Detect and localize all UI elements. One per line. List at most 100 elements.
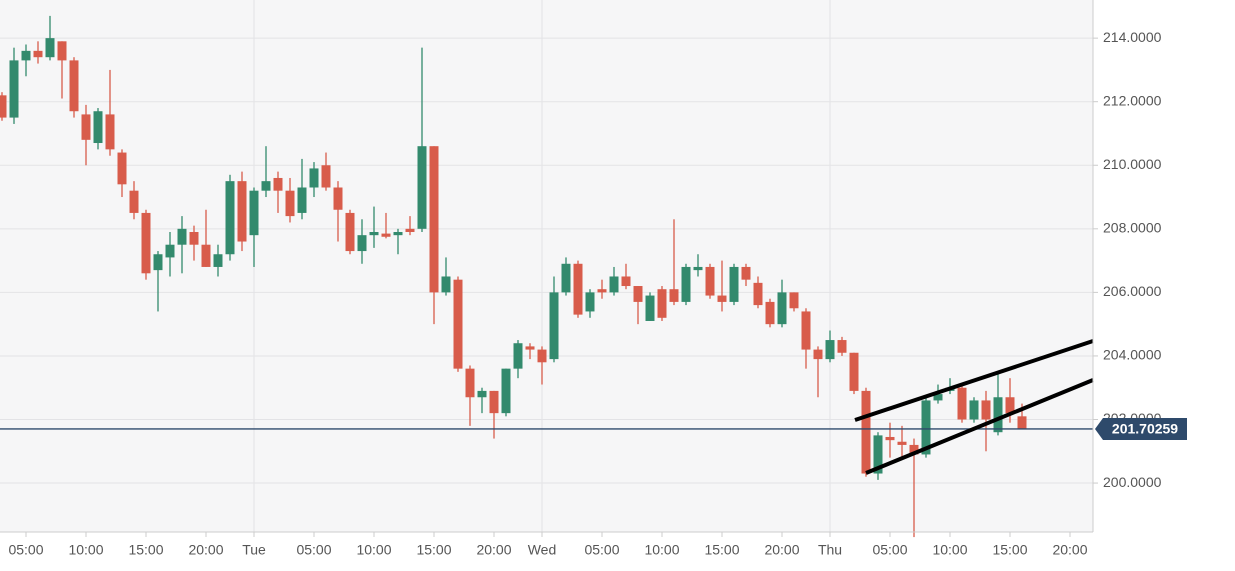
candle-body (9, 60, 19, 118)
candle-body (669, 289, 679, 302)
candle-body (921, 400, 931, 455)
candle-body (861, 390, 871, 474)
candle-body (153, 254, 163, 271)
candle-body (21, 50, 31, 61)
x-tick-label: 10:00 (932, 542, 967, 558)
candle-body (285, 190, 295, 217)
candle-body (981, 400, 991, 420)
candle-body (321, 165, 331, 188)
candle-body (957, 387, 967, 420)
candle-body (885, 436, 895, 441)
candle-body (801, 311, 811, 350)
candle-body (189, 231, 199, 245)
x-tick-label: 20:00 (188, 542, 223, 558)
candle-body (477, 390, 487, 398)
x-tick-label: 05:00 (296, 542, 331, 558)
candles (0, 15, 1093, 538)
candle-body (105, 114, 115, 150)
candle-body (273, 177, 283, 191)
candle-body (453, 279, 463, 369)
candle-body (465, 368, 475, 398)
candle-body (993, 397, 1003, 433)
candle-body (717, 295, 727, 302)
x-tick-label: Wed (528, 542, 557, 558)
candle-body (681, 266, 691, 302)
candle-body (573, 263, 583, 315)
x-tick-label: 20:00 (476, 542, 511, 558)
candle-body (513, 343, 523, 369)
candle-body (765, 301, 775, 325)
x-tick-label: Thu (818, 542, 842, 558)
candle-body (621, 276, 631, 287)
candle-body (825, 340, 835, 360)
candle-body (753, 282, 763, 306)
candle-body (561, 263, 571, 293)
trend-line (865, 378, 1094, 475)
candle-body (525, 346, 535, 350)
candle-body (813, 349, 823, 360)
candle-body (645, 295, 655, 321)
candle-body (729, 266, 739, 302)
candle-body (237, 181, 247, 242)
candle-body (177, 228, 187, 245)
y-tick-label: 214.0000 (1103, 29, 1162, 45)
candle-body (93, 111, 103, 144)
candle-body (873, 435, 883, 474)
candle-body (429, 146, 439, 293)
candle-body (369, 231, 379, 236)
candle-body (57, 41, 67, 61)
candle-body (489, 390, 499, 414)
candle-body (33, 50, 43, 58)
candle-body (297, 187, 307, 213)
x-tick-label: 15:00 (704, 542, 739, 558)
y-tick-label: 204.0000 (1103, 347, 1162, 363)
candle-body (333, 187, 343, 210)
candle-body (897, 441, 907, 445)
x-tick-label: 10:00 (356, 542, 391, 558)
candle-body (597, 289, 607, 293)
candle-body (69, 60, 79, 112)
labels: 200.0000202.0000204.0000206.0000208.0000… (8, 29, 1187, 558)
x-tick-label: 15:00 (416, 542, 451, 558)
candle-body (81, 114, 91, 140)
candle-body (537, 349, 547, 363)
candle-body (441, 276, 451, 293)
x-tick-label: 10:00 (68, 542, 103, 558)
candle-body (657, 289, 667, 318)
candle-body (141, 212, 151, 274)
candle-body (1005, 397, 1015, 414)
last-price-tag (1095, 417, 1187, 440)
candle-body (969, 400, 979, 420)
candle-body (357, 235, 367, 252)
candle-body (201, 244, 211, 267)
y-tick-label: 210.0000 (1103, 156, 1162, 172)
x-tick-label: 20:00 (764, 542, 799, 558)
y-tick-label: 208.0000 (1103, 220, 1162, 236)
x-tick-label: 20:00 (1052, 542, 1087, 558)
candle-body (417, 146, 427, 229)
candle-body (117, 152, 127, 185)
candle-body (741, 266, 751, 280)
y-tick-label: 200.0000 (1103, 474, 1162, 490)
y-tick-label: 206.0000 (1103, 283, 1162, 299)
x-tick-label: 15:00 (128, 542, 163, 558)
candle-body (225, 181, 235, 255)
candle-body (0, 95, 7, 118)
candle-body (849, 352, 859, 391)
x-tick-label: 05:00 (584, 542, 619, 558)
candle-body (1017, 416, 1027, 430)
candle-body (345, 212, 355, 252)
candle-body (501, 368, 511, 414)
candle-body (381, 233, 391, 237)
candle-body (309, 168, 319, 188)
candle-body (933, 394, 943, 401)
candle-body (129, 190, 139, 213)
candle-body (837, 340, 847, 353)
x-tick-label: Tue (242, 542, 266, 558)
candle-body (633, 286, 643, 302)
candle-body (165, 244, 175, 258)
trend-line (854, 339, 1094, 422)
candle-body (405, 228, 415, 232)
